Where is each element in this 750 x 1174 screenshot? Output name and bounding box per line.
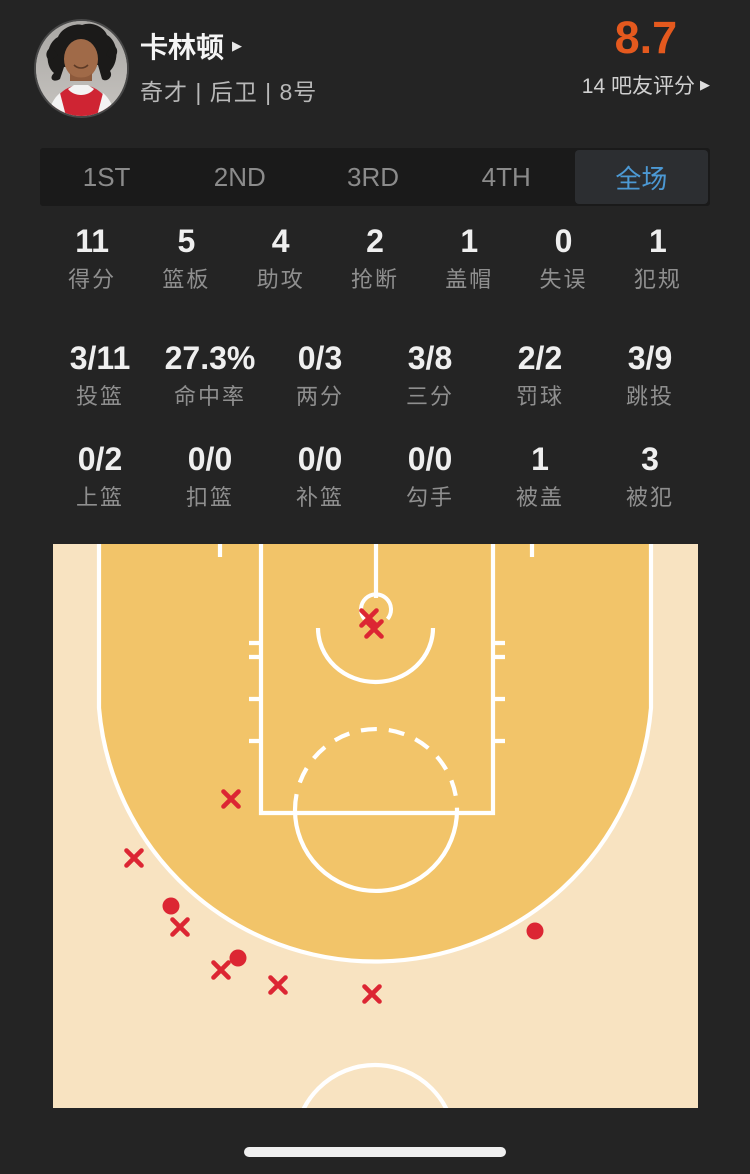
home-indicator-bar[interactable] (244, 1147, 506, 1157)
stat-got-blocked: 1 被盖 (515, 441, 564, 510)
rating-score: 8.7 (614, 12, 678, 63)
three-point-line (96, 544, 654, 964)
stats-row-detail: 0/2 上篮 0/0 扣篮 0/0 补篮 0/0 勾手 1 被盖 3 被犯 (45, 440, 705, 513)
player-name: 卡林顿 (140, 32, 225, 63)
restricted-arc (315, 627, 436, 685)
shot-miss-mark (211, 960, 231, 980)
free-throw-circle-solid (292, 809, 460, 894)
stat-fouls: 1 犯规 (633, 223, 682, 292)
stat-blocks: 1 盖帽 (445, 223, 494, 292)
stat-fg: 3/11 投篮 (69, 340, 131, 409)
stat-steals: 2 抢断 (350, 223, 399, 292)
stat-2pt: 0/3 两分 (295, 340, 344, 409)
player-photo (36, 21, 127, 116)
stats-row-basic: 11 得分 5 篮板 4 助攻 2 抢断 1 盖帽 0 失误 1 犯规 (45, 222, 705, 295)
player-name-row[interactable]: 卡林顿 ▶ (140, 26, 242, 66)
lane-lines (258, 544, 496, 816)
shot-miss-mark (170, 917, 190, 937)
tab-4th[interactable]: 4TH (481, 161, 531, 192)
stat-rebounds: 5 篮板 (162, 223, 211, 292)
stat-layup: 0/2 上篮 (75, 441, 124, 510)
stat-3pt: 3/8 三分 (405, 340, 454, 409)
stat-putback: 0/0 补篮 (295, 441, 344, 510)
stat-turnovers: 0 失误 (539, 223, 588, 292)
center-circle (301, 1062, 449, 1108)
tab-1st[interactable]: 1ST (82, 161, 131, 192)
court-lines (96, 544, 654, 1108)
shot-miss-mark (359, 608, 379, 628)
lane-ticks-right (493, 640, 505, 744)
stat-fouled: 3 被犯 (625, 441, 674, 510)
shot-chart-court (53, 544, 698, 1108)
tab-2nd[interactable]: 2ND (213, 161, 266, 192)
shot-miss-mark (268, 975, 288, 995)
rating-caption: 14 吧友评分 (581, 75, 695, 99)
court-inner-zone (99, 544, 651, 962)
shot-miss-mark (364, 619, 384, 639)
shot-make-mark (162, 897, 180, 915)
chevron-right-icon: ▶ (700, 77, 710, 93)
stat-ft: 2/2 罚球 (515, 340, 564, 409)
tab-3rd[interactable]: 3RD (347, 161, 400, 192)
player-team-position: 奇才 | 后卫 | 8号 (140, 79, 318, 105)
shot-marks-layer (124, 608, 544, 1004)
stat-jumpshot: 3/9 跳投 (625, 340, 674, 409)
tab-full-game[interactable]: 全场 (574, 150, 709, 204)
lane-ticks-left (249, 640, 261, 744)
stat-hook: 0/0 勾手 (405, 441, 454, 510)
stat-points: 11 得分 (68, 223, 117, 292)
period-tabbar: 1ST 2ND 3RD 4TH 全场 (40, 148, 710, 206)
shot-make-mark (526, 922, 544, 940)
free-throw-circle-dashed (292, 726, 460, 811)
rating-block[interactable]: 8.7 14 吧友评分 ▶ (582, 14, 710, 100)
shot-miss-mark (221, 789, 241, 809)
chevron-right-icon: ▶ (232, 38, 243, 53)
baseline-ticks (217, 544, 535, 557)
player-avatar[interactable] (34, 19, 129, 118)
shot-miss-mark (124, 848, 144, 868)
stat-dunk: 0/0 扣篮 (185, 441, 234, 510)
stat-assists: 4 助攻 (256, 223, 305, 292)
stat-fg-pct: 27.3% 命中率 (164, 340, 256, 409)
shot-miss-mark (362, 984, 382, 1004)
shot-make-mark (229, 949, 247, 967)
stats-row-shooting: 3/11 投篮 27.3% 命中率 0/3 两分 3/8 三分 2/2 罚球 3… (45, 339, 705, 412)
